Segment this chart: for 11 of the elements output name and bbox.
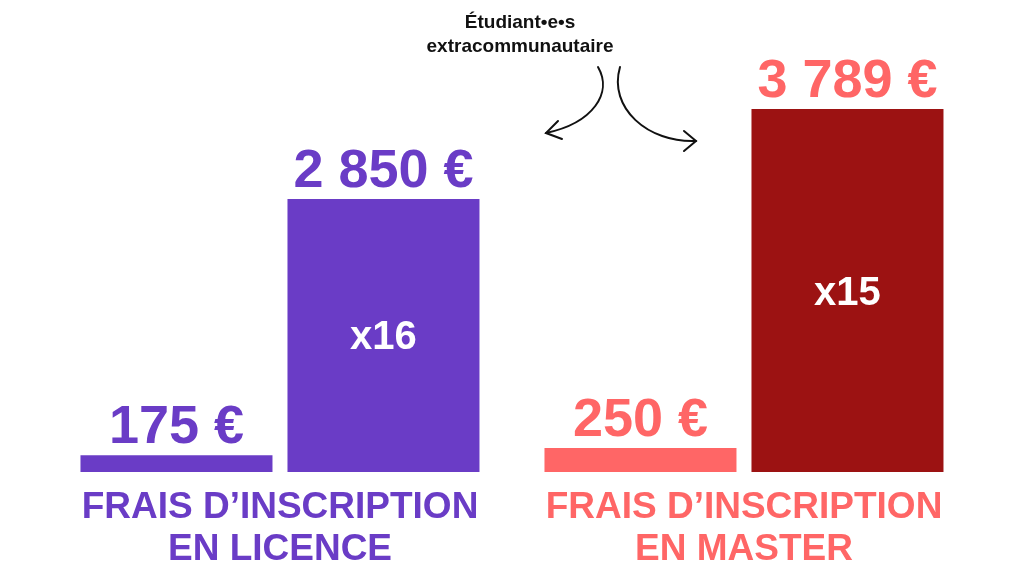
x-tick-label: FRAIS D’INSCRIPTION EN LICENCE xyxy=(81,485,479,568)
x-tick-label: FRAIS D’INSCRIPTION EN MASTER xyxy=(545,485,943,568)
bar xyxy=(751,109,944,472)
data-label: 175 € xyxy=(108,394,245,455)
data-label: 250 € xyxy=(572,387,709,448)
annotation: x15 xyxy=(814,268,881,313)
data-label: 3 789 € xyxy=(757,48,938,108)
annotation: x16 xyxy=(350,313,417,358)
bar xyxy=(544,448,737,472)
text: Étudiant•e•s extracommunautaire xyxy=(425,10,615,58)
data-label: 2 850 € xyxy=(293,137,474,198)
